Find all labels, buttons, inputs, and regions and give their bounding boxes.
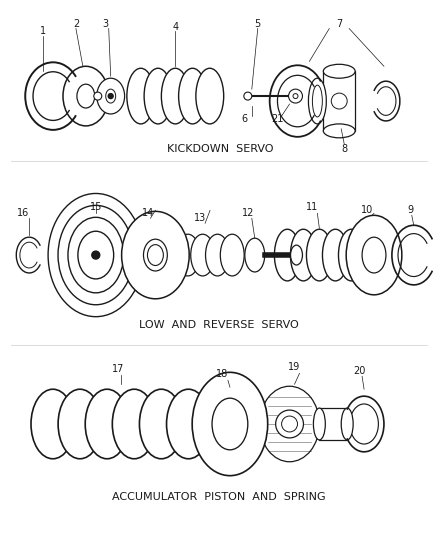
Ellipse shape	[161, 68, 189, 124]
Ellipse shape	[112, 389, 156, 459]
Ellipse shape	[367, 245, 381, 265]
Ellipse shape	[205, 234, 230, 276]
Circle shape	[293, 94, 298, 99]
Ellipse shape	[127, 68, 155, 124]
Ellipse shape	[212, 398, 248, 450]
Bar	[323, 71, 355, 131]
Text: LOW  AND  REVERSE  SERVO: LOW AND REVERSE SERVO	[139, 320, 299, 329]
Text: 8: 8	[341, 144, 347, 154]
Ellipse shape	[85, 389, 129, 459]
Ellipse shape	[63, 66, 109, 126]
Text: ACCUMULATOR  PISTON  AND  SPRING: ACCUMULATOR PISTON AND SPRING	[112, 491, 326, 502]
Text: 14: 14	[142, 208, 155, 219]
Ellipse shape	[31, 389, 75, 459]
Ellipse shape	[58, 389, 102, 459]
Text: 3: 3	[102, 19, 109, 29]
Ellipse shape	[308, 78, 326, 124]
Ellipse shape	[339, 229, 364, 281]
Text: 11: 11	[306, 203, 318, 212]
Ellipse shape	[106, 89, 116, 103]
Ellipse shape	[312, 85, 322, 117]
Ellipse shape	[78, 231, 114, 279]
Ellipse shape	[97, 78, 124, 114]
Text: 16: 16	[17, 208, 29, 219]
Text: 1: 1	[40, 27, 46, 36]
Ellipse shape	[362, 237, 386, 273]
Text: 7: 7	[336, 19, 343, 29]
Ellipse shape	[260, 386, 319, 462]
Text: 9: 9	[408, 205, 414, 215]
Ellipse shape	[179, 68, 206, 124]
Ellipse shape	[139, 389, 183, 459]
Ellipse shape	[192, 373, 268, 475]
Circle shape	[331, 93, 347, 109]
Text: 5: 5	[254, 19, 261, 29]
Ellipse shape	[166, 389, 210, 459]
Text: 10: 10	[361, 205, 373, 215]
Circle shape	[92, 251, 100, 259]
Ellipse shape	[144, 68, 172, 124]
Text: 20: 20	[353, 366, 365, 376]
Ellipse shape	[144, 239, 167, 271]
Ellipse shape	[122, 212, 189, 299]
Ellipse shape	[77, 84, 95, 108]
Ellipse shape	[307, 229, 332, 281]
Text: 17: 17	[113, 365, 125, 374]
Ellipse shape	[322, 229, 348, 281]
Text: 12: 12	[242, 208, 254, 219]
Circle shape	[282, 416, 297, 432]
Ellipse shape	[220, 234, 244, 276]
Circle shape	[289, 89, 303, 103]
Text: 19: 19	[288, 362, 300, 373]
Ellipse shape	[245, 238, 265, 272]
Ellipse shape	[290, 245, 303, 265]
Circle shape	[94, 92, 102, 100]
Ellipse shape	[290, 229, 316, 281]
Ellipse shape	[48, 193, 144, 317]
Ellipse shape	[274, 229, 300, 281]
Ellipse shape	[323, 124, 355, 138]
Ellipse shape	[341, 408, 353, 440]
Ellipse shape	[362, 237, 386, 273]
Circle shape	[108, 94, 113, 99]
Circle shape	[244, 92, 252, 100]
Text: 4: 4	[172, 21, 178, 31]
Ellipse shape	[68, 217, 124, 293]
Text: 21: 21	[272, 114, 284, 124]
Text: 18: 18	[216, 369, 228, 379]
Bar	[319, 408, 347, 440]
Text: KICKDOWN  SERVO: KICKDOWN SERVO	[167, 144, 273, 154]
Text: 13: 13	[194, 213, 206, 223]
Ellipse shape	[191, 234, 215, 276]
Ellipse shape	[58, 205, 134, 305]
Text: 6: 6	[242, 114, 248, 124]
Ellipse shape	[148, 245, 163, 265]
Ellipse shape	[314, 408, 325, 440]
Text: 2: 2	[73, 19, 79, 29]
Ellipse shape	[323, 64, 355, 78]
Text: 15: 15	[90, 203, 102, 212]
Ellipse shape	[196, 68, 224, 124]
Ellipse shape	[346, 215, 402, 295]
Circle shape	[276, 410, 304, 438]
Ellipse shape	[176, 234, 200, 276]
